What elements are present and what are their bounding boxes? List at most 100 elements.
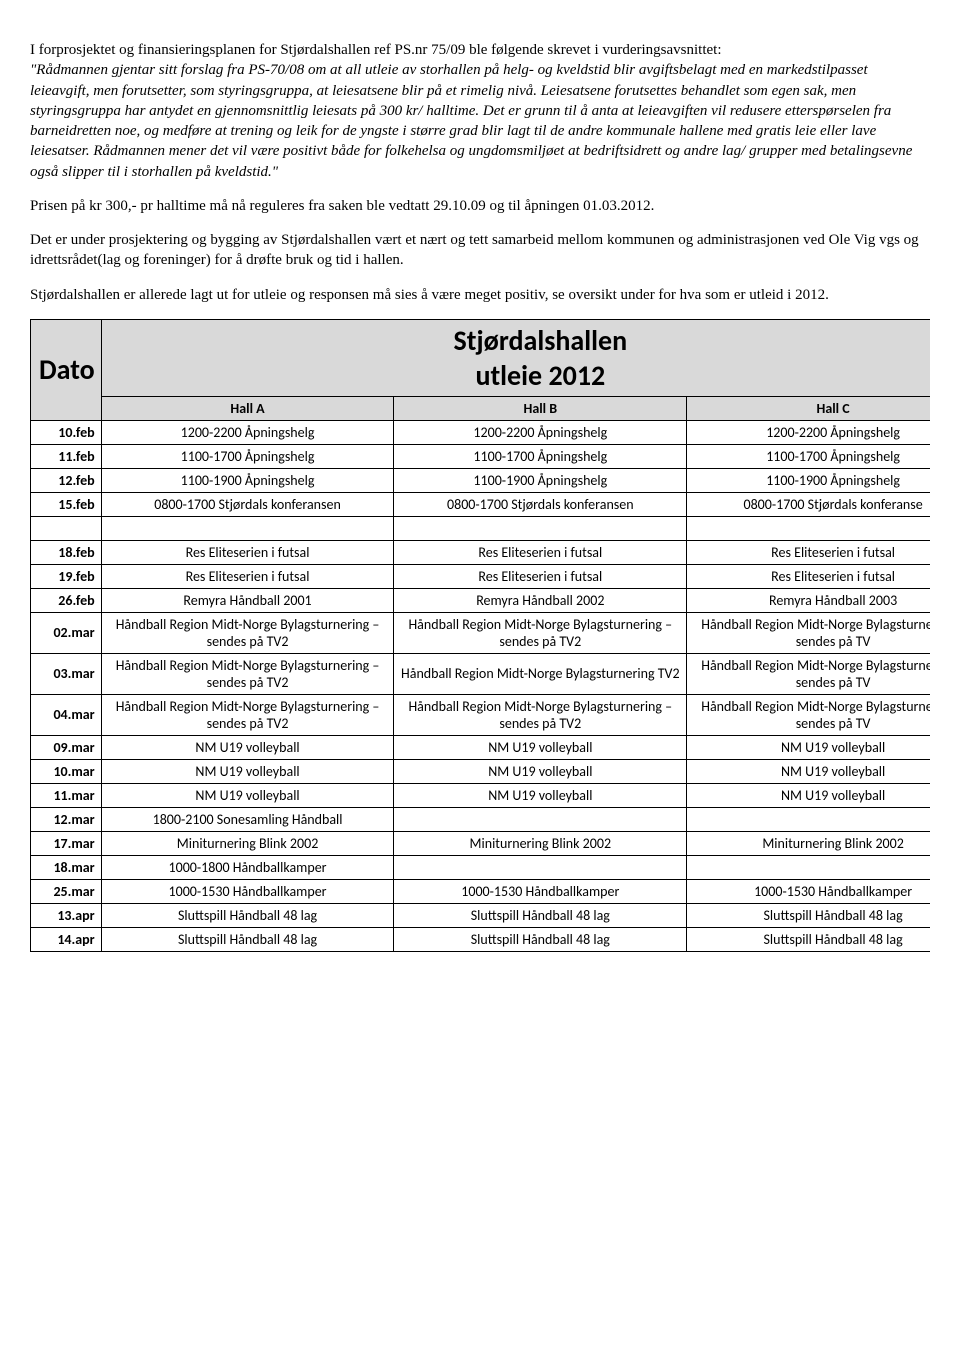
intro-quote: "Rådmannen gjentar sitt forslag fra PS-7… [30,62,912,179]
title-line2: utleie 2012 [475,358,605,393]
cell-hall-b: 1100-1900 Åpningshelg [394,468,687,492]
table-row: 26.febRemyra Håndball 2001Remyra Håndbal… [31,588,931,612]
cell-date: 14.apr [31,927,102,951]
cell-date: 04.mar [31,694,102,735]
cell-hall-a: 1100-1700 Åpningshelg [101,444,394,468]
cell-hall-a: NM U19 volleyball [101,759,394,783]
cell-hall-a: Remyra Håndball 2001 [101,588,394,612]
cell-hall-c: 0800-1700 Stjørdals konferanse [687,492,930,516]
cell-date: 13.apr [31,903,102,927]
table-row: 18.mar1000-1800 Håndballkamper [31,855,931,879]
cell-hall-b: Remyra Håndball 2002 [394,588,687,612]
table-row: 14.aprSluttspill Håndball 48 lagSluttspi… [31,927,931,951]
table-row: 02.marHåndball Region Midt-Norge Bylagst… [31,612,931,653]
spacer-row [31,516,931,540]
table-row: 11.feb1100-1700 Åpningshelg1100-1700 Åpn… [31,444,931,468]
cell-hall-a: NM U19 volleyball [101,735,394,759]
cell-hall-b: 0800-1700 Stjørdals konferansen [394,492,687,516]
title-line1: Stjørdalshallen [454,323,628,358]
table-row: 17.marMiniturnering Blink 2002Miniturner… [31,831,931,855]
cell-hall-a: 1000-1530 Håndballkamper [101,879,394,903]
cell-date: 11.feb [31,444,102,468]
cell-date: 18.feb [31,540,102,564]
cell-date: 10.mar [31,759,102,783]
cell-hall-a: Res Eliteserien i futsal [101,540,394,564]
cell-date: 26.feb [31,588,102,612]
cell-hall-c: Håndball Region Midt-Norge Bylagsturneri… [687,653,930,694]
cell-hall-b: Miniturnering Blink 2002 [394,831,687,855]
cell-hall-b: 1100-1700 Åpningshelg [394,444,687,468]
table-row: 12.mar1800-2100 Sonesamling Håndball [31,807,931,831]
cell-hall-a: Håndball Region Midt-Norge Bylagsturneri… [101,694,394,735]
cell-hall-c: NM U19 volleyball [687,759,930,783]
cell-hall-a: Håndball Region Midt-Norge Bylagsturneri… [101,612,394,653]
cell-date: 12.mar [31,807,102,831]
cell-hall-c: NM U19 volleyball [687,735,930,759]
cell-hall-a: Miniturnering Blink 2002 [101,831,394,855]
cell-hall-a: NM U19 volleyball [101,783,394,807]
cell-hall-a: 1200-2200 Åpningshelg [101,420,394,444]
table-row: 18.febRes Eliteserien i futsalRes Elites… [31,540,931,564]
table-row: 09.marNM U19 volleyballNM U19 volleyball… [31,735,931,759]
cell-hall-c: Res Eliteserien i futsal [687,564,930,588]
cell-hall-b: Håndball Region Midt-Norge Bylagsturneri… [394,612,687,653]
cell-date: 03.mar [31,653,102,694]
cell-hall-b: Res Eliteserien i futsal [394,564,687,588]
cell-hall-c: Miniturnering Blink 2002 [687,831,930,855]
table-row: 19.febRes Eliteserien i futsalRes Elites… [31,564,931,588]
cell-hall-b [394,807,687,831]
cell-hall-a: Res Eliteserien i futsal [101,564,394,588]
table-row: 13.aprSluttspill Håndball 48 lagSluttspi… [31,903,931,927]
cell-date: 12.feb [31,468,102,492]
cell-hall-c: Sluttspill Håndball 48 lag [687,927,930,951]
cell-date: 09.mar [31,735,102,759]
cell-hall-c: Håndball Region Midt-Norge Bylagsturneri… [687,612,930,653]
cell-hall-b: Håndball Region Midt-Norge Bylagsturneri… [394,694,687,735]
cell-hall-b: NM U19 volleyball [394,783,687,807]
cell-hall-b: Sluttspill Håndball 48 lag [394,903,687,927]
para-cooperation: Det er under prosjektering og bygging av… [30,230,930,271]
cell-hall-b: NM U19 volleyball [394,735,687,759]
cell-hall-b: Res Eliteserien i futsal [394,540,687,564]
col-date: Dato [31,319,102,420]
cell-hall-c: 1000-1530 Håndballkamper [687,879,930,903]
cell-hall-a: Håndball Region Midt-Norge Bylagsturneri… [101,653,394,694]
table-row: 11.marNM U19 volleyballNM U19 volleyball… [31,783,931,807]
cell-hall-c: Håndball Region Midt-Norge Bylagsturneri… [687,694,930,735]
cell-date: 10.feb [31,420,102,444]
cell-hall-b: Sluttspill Håndball 48 lag [394,927,687,951]
cell-hall-b: Håndball Region Midt-Norge Bylagsturneri… [394,653,687,694]
cell-hall-c [687,807,930,831]
cell-date: 18.mar [31,855,102,879]
cell-date: 11.mar [31,783,102,807]
cell-hall-c: 1200-2200 Åpningshelg [687,420,930,444]
cell-hall-a: 0800-1700 Stjørdals konferansen [101,492,394,516]
cell-hall-a: Sluttspill Håndball 48 lag [101,903,394,927]
cell-hall-b: 1200-2200 Åpningshelg [394,420,687,444]
cell-hall-c: 1100-1900 Åpningshelg [687,468,930,492]
cell-hall-a: 1800-2100 Sonesamling Håndball [101,807,394,831]
table-row: 03.marHåndball Region Midt-Norge Bylagst… [31,653,931,694]
col-hall-c: Hall C [687,396,930,420]
cell-date: 25.mar [31,879,102,903]
cell-hall-c: Remyra Håndball 2003 [687,588,930,612]
cell-date: 02.mar [31,612,102,653]
table-row: 10.marNM U19 volleyballNM U19 volleyball… [31,759,931,783]
table-row: 12.feb1100-1900 Åpningshelg1100-1900 Åpn… [31,468,931,492]
table-row: 15.feb0800-1700 Stjørdals konferansen080… [31,492,931,516]
intro-paragraph: I forprosjektet og finansieringsplanen f… [30,40,930,182]
cell-hall-c: 1100-1700 Åpningshelg [687,444,930,468]
cell-hall-a: 1000-1800 Håndballkamper [101,855,394,879]
table-title: Stjørdalshallen utleie 2012 [101,319,930,396]
table-row: 25.mar1000-1530 Håndballkamper1000-1530 … [31,879,931,903]
table-row: 10.feb1200-2200 Åpningshelg1200-2200 Åpn… [31,420,931,444]
cell-hall-a: Sluttspill Håndball 48 lag [101,927,394,951]
cell-hall-b: 1000-1530 Håndballkamper [394,879,687,903]
col-hall-a: Hall A [101,396,394,420]
table-row: 04.marHåndball Region Midt-Norge Bylagst… [31,694,931,735]
cell-hall-b [394,855,687,879]
col-hall-b: Hall B [394,396,687,420]
cell-hall-b: NM U19 volleyball [394,759,687,783]
cell-hall-a: 1100-1900 Åpningshelg [101,468,394,492]
cell-date: 19.feb [31,564,102,588]
